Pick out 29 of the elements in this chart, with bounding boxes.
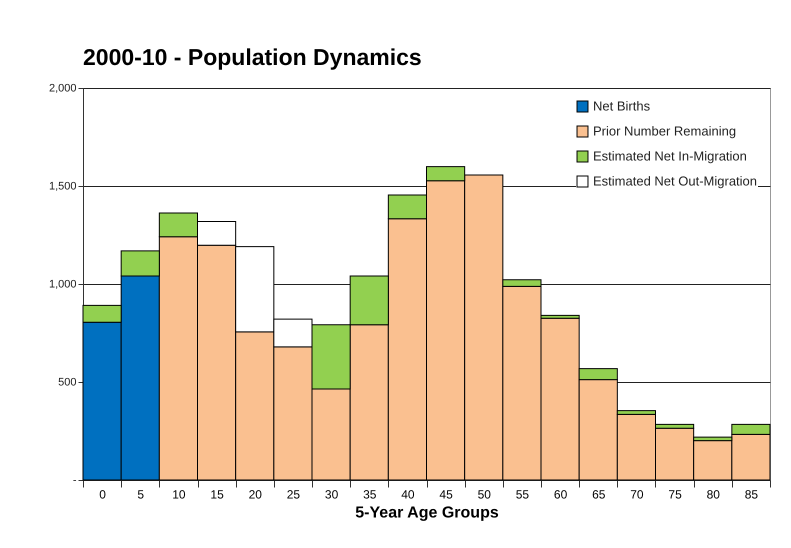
x-tick-label: 45 xyxy=(439,488,454,502)
y-tick-label: - xyxy=(72,474,77,486)
y-tick-label: 1,500 xyxy=(48,180,76,192)
x-tick-label: 75 xyxy=(668,488,682,502)
x-tick-label: 25 xyxy=(286,488,300,502)
y-tick-label: 2,000 xyxy=(48,82,76,94)
x-tick-label: 5 xyxy=(137,488,144,502)
x-tick-label: 35 xyxy=(363,488,377,502)
x-tick-label: 50 xyxy=(478,488,492,502)
x-tick-label: 15 xyxy=(210,488,224,502)
x-tick-label: 60 xyxy=(554,488,568,502)
x-tick-label: 65 xyxy=(592,488,606,502)
legend-label: Estimated Net In-Migration xyxy=(593,148,747,164)
x-tick-label: 70 xyxy=(630,488,644,502)
x-tick-label: 30 xyxy=(324,488,339,502)
x-tick-label: 55 xyxy=(516,488,530,502)
x-tick-label: 85 xyxy=(744,488,758,502)
legend-label: Net Births xyxy=(593,98,651,114)
x-tick-label: 20 xyxy=(248,488,262,502)
x-axis-title: 5-Year Age Groups xyxy=(355,504,499,522)
x-tick-label: 40 xyxy=(401,488,415,502)
x-tick-label: 10 xyxy=(172,488,186,502)
legend-label: Prior Number Remaining xyxy=(593,124,736,138)
x-tick-label: 0 xyxy=(99,488,106,502)
y-tick-label: 1,000 xyxy=(48,278,76,290)
y-tick-label: 500 xyxy=(58,376,76,388)
x-tick-label: 80 xyxy=(706,488,720,502)
legend-label: Estimated Net Out-Migration xyxy=(593,174,758,188)
chart-title: 2000-10 - Population Dynamics xyxy=(83,44,422,70)
